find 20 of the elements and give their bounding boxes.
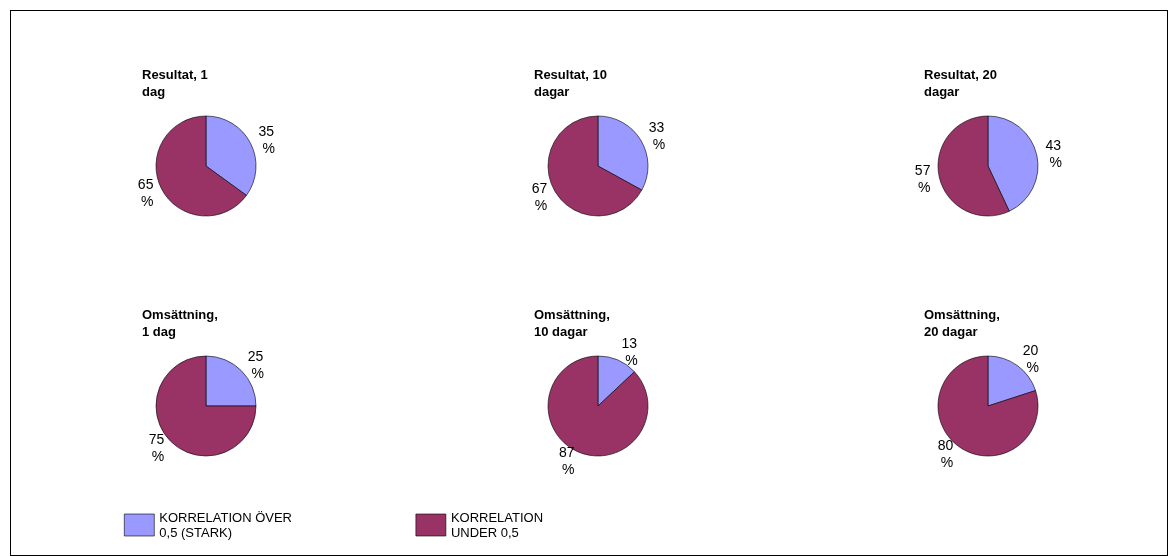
data-label: 80 %: [936, 437, 954, 471]
chart-title: Resultat, 20 dagar: [924, 67, 1001, 99]
chart-title: Omsättning, 20 dagar: [924, 307, 1004, 339]
data-label: 35 %: [258, 122, 275, 156]
chart-title: Resultat, 10 dagar: [534, 67, 611, 99]
chart-title: Omsättning, 1 dag: [142, 307, 222, 339]
chart-title: Resultat, 1 dag: [142, 67, 212, 99]
data-label: 57 %: [914, 162, 931, 196]
legend-label: KORRELATION ÖVER 0,5 (STARK): [159, 510, 296, 540]
legend-label: KORRELATION UNDER 0,5: [450, 510, 547, 540]
data-label: 75 %: [147, 431, 165, 465]
data-label: 13 %: [621, 335, 638, 369]
data-label: 20 %: [1022, 341, 1040, 375]
data-label: 67 %: [530, 179, 548, 213]
data-label: 43 %: [1045, 136, 1062, 170]
data-label: 65 %: [137, 176, 154, 210]
data-label: 87 %: [558, 443, 575, 477]
chart-title: Omsättning, 10 dagar: [534, 307, 614, 339]
data-label: 25 %: [247, 347, 265, 381]
data-label: 33 %: [648, 119, 666, 153]
